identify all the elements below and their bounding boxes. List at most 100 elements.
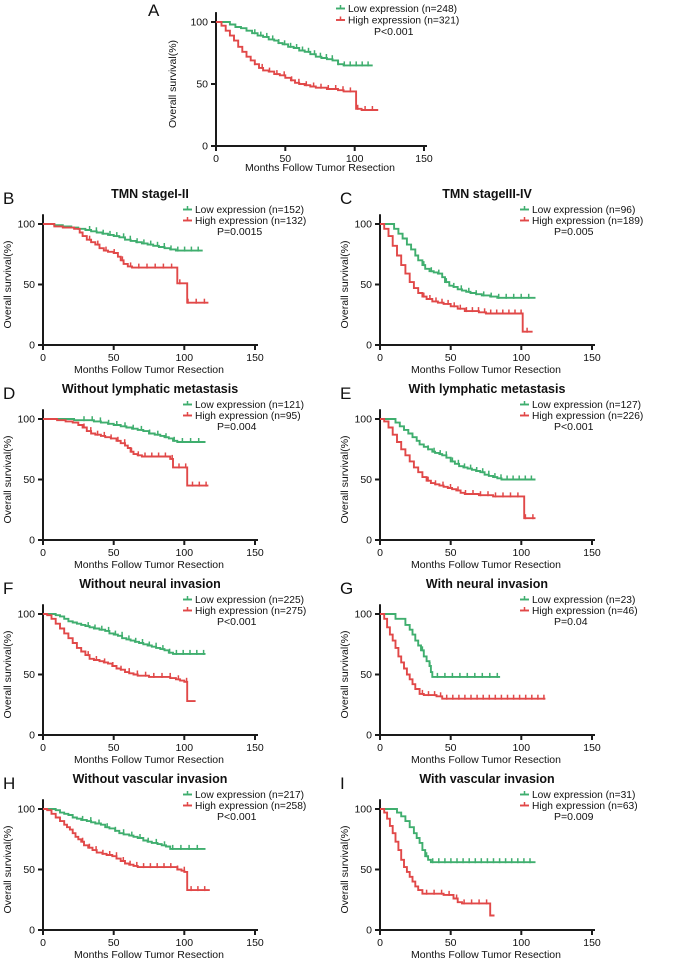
axes <box>375 409 595 545</box>
p-value-label: P=0.004 <box>217 421 257 433</box>
y-tick-label: 50 <box>196 79 208 91</box>
legend-entry-low: Low expression (n=217) <box>183 790 304 801</box>
panel-g: G With neural invasion 0 50 100 150 0 50 100 Mo… <box>337 575 674 770</box>
legend-entry-high: High expression (n=321) <box>336 16 459 27</box>
km-curve-high-expression <box>43 418 209 487</box>
p-value-label: P=0.0015 <box>217 226 262 238</box>
panel-title: TMN stageI-II <box>111 187 189 201</box>
y-axis-label: Overall survival(%) <box>2 825 14 913</box>
tick-labels: 0 50 100 150 0 50 100 <box>354 804 600 950</box>
km-curve-low-expression <box>380 613 501 678</box>
y-tick-label: 0 <box>29 730 35 742</box>
legend-entry-low: Low expression (n=31) <box>520 790 635 801</box>
y-tick-label: 100 <box>354 609 372 621</box>
y-tick-label: 50 <box>23 864 35 876</box>
legend-entry-high: High expression (n=46) <box>520 606 638 617</box>
p-value-label: P<0.001 <box>217 616 257 628</box>
x-axis-label: Months Follow Tumor Resection <box>411 364 561 376</box>
censor-ticks <box>425 852 531 864</box>
legend-label-low-expression: Low expression (n=225) <box>195 595 304 606</box>
x-tick-label: 50 <box>108 937 120 949</box>
y-tick-label: 50 <box>360 474 372 486</box>
y-tick-label: 100 <box>17 219 35 231</box>
panel-b: B TMN stageI-II 0 50 100 150 0 50 100 Months Fo… <box>0 185 337 380</box>
x-tick-label: 100 <box>513 742 531 754</box>
y-tick-label: 0 <box>202 141 208 153</box>
censor-ticks <box>81 837 206 892</box>
y-axis-label: Overall survival(%) <box>167 40 179 128</box>
km-curve-low-expression <box>43 223 203 252</box>
y-tick-label: 0 <box>366 340 372 352</box>
y-axis-label: Overall survival(%) <box>339 825 351 913</box>
km-curve-low-expression <box>43 418 206 443</box>
x-tick-label: 50 <box>279 153 291 165</box>
censor-ticks <box>254 29 369 67</box>
x-tick-label: 0 <box>377 547 383 559</box>
x-tick-label: 100 <box>176 352 194 364</box>
axes <box>38 604 258 740</box>
x-tick-label: 150 <box>246 937 264 949</box>
y-tick-label: 0 <box>29 535 35 547</box>
panel-a: A 0 50 100 150 0 50 100 Months Follow Tumor Res… <box>128 0 552 185</box>
x-tick-label: 0 <box>40 937 46 949</box>
y-tick-label: 50 <box>360 669 372 681</box>
legend-label-high-expression: High expression (n=95) <box>195 411 301 422</box>
x-axis-label: Months Follow Tumor Resection <box>74 364 224 376</box>
x-tick-label: 100 <box>176 742 194 754</box>
x-axis-label: Months Follow Tumor Resection <box>74 559 224 571</box>
panel-letter: I <box>340 774 345 793</box>
legend-label-low-expression: Low expression (n=152) <box>195 205 304 216</box>
legend-entry-low: Low expression (n=152) <box>183 205 304 216</box>
tick-labels: 0 50 100 150 0 50 100 <box>354 414 600 560</box>
censor-ticks <box>427 445 533 481</box>
panel-title: TMN stageIII-IV <box>442 187 532 201</box>
km-curve-low-expression <box>380 808 536 864</box>
x-tick-label: 100 <box>176 547 194 559</box>
tick-labels: 0 50 100 150 0 50 100 <box>354 609 600 755</box>
legend-label-high-expression: High expression (n=189) <box>532 216 643 227</box>
panel-title: Without vascular invasion <box>72 772 228 786</box>
tick-labels: 0 50 100 150 0 50 100 <box>190 17 432 166</box>
p-value-label: P=0.009 <box>554 811 594 823</box>
censor-ticks <box>87 622 205 655</box>
x-tick-label: 100 <box>346 153 364 165</box>
panel-h: H Without vascular invasion 0 50 100 150 0 50… <box>0 770 337 964</box>
censor-ticks <box>421 689 545 700</box>
panel-letter: F <box>3 579 14 598</box>
panel-d: D Without lymphatic metastasis 0 50 100 150… <box>0 380 337 575</box>
x-tick-label: 150 <box>415 153 433 165</box>
p-value-label: P<0.001 <box>554 421 594 433</box>
panel-c: C TMN stageIII-IV 0 50 100 150 0 50 100 Months … <box>337 185 674 380</box>
y-axis-label: Overall survival(%) <box>2 630 14 718</box>
y-tick-label: 100 <box>17 609 35 621</box>
km-curve-high-expression <box>380 223 533 333</box>
legend-label-high-expression: High expression (n=132) <box>195 216 306 227</box>
panel-letter: H <box>3 774 16 793</box>
x-tick-label: 50 <box>108 742 120 754</box>
p-value-label: P<0.001 <box>217 811 257 823</box>
y-axis-label: Overall survival(%) <box>339 240 351 328</box>
legend-label-high-expression: High expression (n=63) <box>532 801 638 812</box>
x-tick-label: 100 <box>513 937 531 949</box>
censor-ticks <box>87 651 188 683</box>
axes <box>211 12 427 151</box>
x-tick-label: 150 <box>246 742 264 754</box>
censor-ticks <box>425 889 488 905</box>
censor-ticks <box>423 292 528 333</box>
legend-entry-high: High expression (n=275) <box>183 606 306 617</box>
x-tick-label: 100 <box>513 352 531 364</box>
legend-label-low-expression: Low expression (n=121) <box>195 400 304 411</box>
y-tick-label: 50 <box>360 279 372 291</box>
km-curve-low-expression <box>43 808 206 850</box>
x-tick-label: 100 <box>513 547 531 559</box>
x-tick-label: 50 <box>445 937 457 949</box>
x-tick-label: 150 <box>583 742 601 754</box>
x-tick-label: 0 <box>377 742 383 754</box>
panel-i: I With vascular invasion 0 50 100 150 0 50 100… <box>337 770 674 964</box>
censor-ticks <box>427 476 534 520</box>
